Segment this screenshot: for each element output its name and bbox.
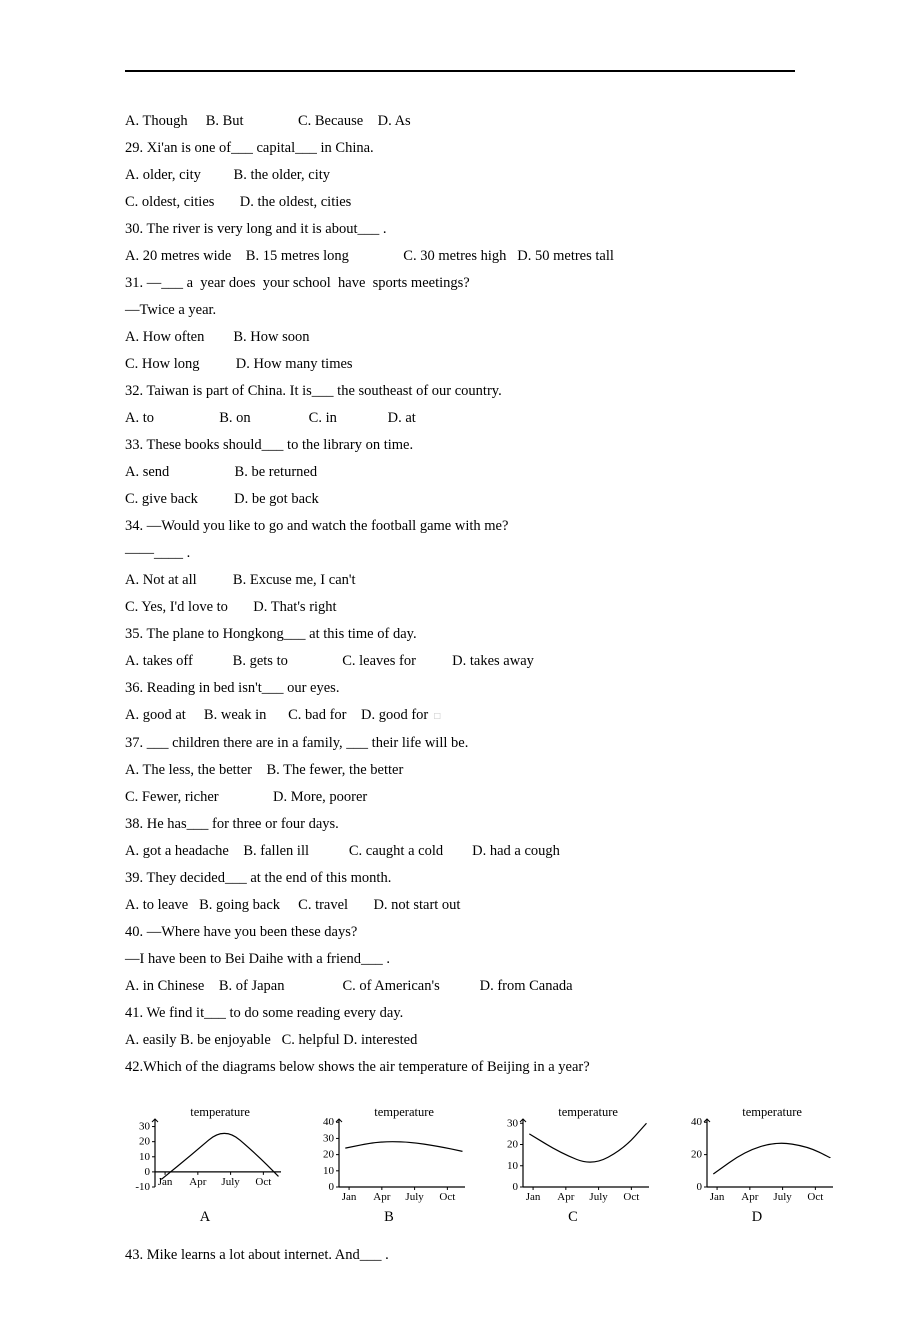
svg-text:10: 10 bbox=[139, 1151, 151, 1163]
q31-text: 31. —___ a year does your school have sp… bbox=[125, 270, 795, 297]
q36-options: A. good at B. weak in C. bad for D. good… bbox=[125, 702, 795, 730]
q34-opts-cd: C. Yes, I'd love to D. That's right bbox=[125, 594, 795, 621]
svg-text:temperature: temperature bbox=[190, 1105, 250, 1119]
q41-options: A. easily B. be enjoyable C. helpful D. … bbox=[125, 1027, 795, 1054]
q38-options: A. got a headache B. fallen ill C. caugh… bbox=[125, 838, 795, 865]
q30-text: 30. The river is very long and it is abo… bbox=[125, 216, 795, 243]
svg-text:40: 40 bbox=[323, 1116, 335, 1128]
q37-opts-ab: A. The less, the better B. The fewer, th… bbox=[125, 757, 795, 784]
svg-text:temperature: temperature bbox=[374, 1105, 434, 1119]
q40-options: A. in Chinese B. of Japan C. of American… bbox=[125, 973, 795, 1000]
svg-text:Jan: Jan bbox=[710, 1191, 725, 1203]
q34-opts-ab: A. Not at all B. Excuse me, I can't bbox=[125, 567, 795, 594]
q38-text: 38. He has___ for three or four days. bbox=[125, 811, 795, 838]
svg-text:Apr: Apr bbox=[741, 1191, 758, 1203]
q42-text: 42.Which of the diagrams below shows the… bbox=[125, 1054, 795, 1081]
q34-text: 34. —Would you like to go and watch the … bbox=[125, 513, 795, 540]
q28-options: A. Though B. But C. Because D. As bbox=[125, 108, 795, 135]
svg-text:10: 10 bbox=[507, 1160, 519, 1172]
page: A. Though B. But C. Because D. As 29. Xi… bbox=[0, 0, 920, 1329]
q36-text: 36. Reading in bed isn't___ our eyes. bbox=[125, 675, 795, 702]
svg-text:July: July bbox=[221, 1176, 240, 1188]
svg-text:July: July bbox=[405, 1191, 424, 1203]
svg-text:40: 40 bbox=[691, 1116, 703, 1128]
q36-options-text: A. good at B. weak in C. bad for D. good… bbox=[125, 707, 428, 723]
q31-reply: —Twice a year. bbox=[125, 297, 795, 324]
chart-c: temperature 0 10 20 30 Jan Apr July Oct C bbox=[493, 1103, 653, 1226]
chart-c-svg: temperature 0 10 20 30 Jan Apr July Oct bbox=[493, 1103, 653, 1203]
q31-opts-ab: A. How often B. How soon bbox=[125, 324, 795, 351]
svg-text:0: 0 bbox=[697, 1181, 703, 1193]
svg-text:20: 20 bbox=[507, 1139, 519, 1151]
chart-d-svg: temperature 0 20 40 Jan Apr July Oct bbox=[677, 1103, 837, 1203]
svg-text:30: 30 bbox=[507, 1117, 519, 1129]
q29-text: 29. Xi'an is one of___ capital___ in Chi… bbox=[125, 135, 795, 162]
q34-reply: ——____ . bbox=[125, 540, 795, 567]
svg-text:-10: -10 bbox=[135, 1181, 150, 1193]
svg-text:Jan: Jan bbox=[158, 1176, 173, 1188]
cursor-marker: □ bbox=[434, 711, 440, 722]
svg-text:Apr: Apr bbox=[557, 1191, 574, 1203]
chart-b-svg: temperature 0 10 20 30 40 Jan Apr July Oct bbox=[309, 1103, 469, 1203]
q35-options: A. takes off B. gets to C. leaves for D.… bbox=[125, 648, 795, 675]
q37-opts-cd: C. Fewer, richer D. More, poorer bbox=[125, 784, 795, 811]
svg-text:0: 0 bbox=[145, 1166, 151, 1178]
svg-text:July: July bbox=[589, 1191, 608, 1203]
chart-b-label: B bbox=[384, 1209, 394, 1226]
chart-a-label: A bbox=[200, 1209, 210, 1226]
chart-a-svg: temperature -10 0 10 20 30 Jan Apr July Oct bbox=[125, 1103, 285, 1203]
svg-text:Oct: Oct bbox=[807, 1191, 823, 1203]
svg-text:Apr: Apr bbox=[189, 1176, 206, 1188]
chart-d-label: D bbox=[752, 1209, 762, 1226]
svg-text:July: July bbox=[773, 1191, 792, 1203]
q41-text: 41. We find it___ to do some reading eve… bbox=[125, 1000, 795, 1027]
top-rule bbox=[125, 70, 795, 72]
q32-options: A. to B. on C. in D. at bbox=[125, 405, 795, 432]
chart-a: temperature -10 0 10 20 30 Jan Apr July Oct A bbox=[125, 1103, 285, 1226]
q31-opts-cd: C. How long D. How many times bbox=[125, 351, 795, 378]
q39-options: A. to leave B. going back C. travel D. n… bbox=[125, 892, 795, 919]
q29-opts-cd: C. oldest, cities D. the oldest, cities bbox=[125, 189, 795, 216]
chart-c-label: C bbox=[568, 1209, 578, 1226]
q39-text: 39. They decided___ at the end of this m… bbox=[125, 865, 795, 892]
q32-text: 32. Taiwan is part of China. It is___ th… bbox=[125, 378, 795, 405]
q35-text: 35. The plane to Hongkong___ at this tim… bbox=[125, 621, 795, 648]
svg-text:0: 0 bbox=[329, 1181, 335, 1193]
svg-text:Oct: Oct bbox=[439, 1191, 455, 1203]
q33-opts-ab: A. send B. be returned bbox=[125, 459, 795, 486]
q30-options: A. 20 metres wide B. 15 metres long C. 3… bbox=[125, 243, 795, 270]
chart-b: temperature 0 10 20 30 40 Jan Apr July Oct B bbox=[309, 1103, 469, 1226]
q40-reply: —I have been to Bei Daihe with a friend_… bbox=[125, 946, 795, 973]
svg-text:Oct: Oct bbox=[255, 1176, 271, 1188]
svg-text:20: 20 bbox=[323, 1149, 335, 1161]
q33-opts-cd: C. give back D. be got back bbox=[125, 486, 795, 513]
svg-text:temperature: temperature bbox=[742, 1105, 802, 1119]
svg-text:Apr: Apr bbox=[373, 1191, 390, 1203]
svg-text:Jan: Jan bbox=[526, 1191, 541, 1203]
svg-text:10: 10 bbox=[323, 1165, 335, 1177]
spacer bbox=[125, 1226, 795, 1242]
q33-text: 33. These books should___ to the library… bbox=[125, 432, 795, 459]
q43-text: 43. Mike learns a lot about internet. An… bbox=[125, 1242, 795, 1269]
svg-text:30: 30 bbox=[139, 1121, 151, 1133]
svg-text:temperature: temperature bbox=[558, 1105, 618, 1119]
q29-opts-ab: A. older, city B. the older, city bbox=[125, 162, 795, 189]
q37-text: 37. ___ children there are in a family, … bbox=[125, 730, 795, 757]
chart-d: temperature 0 20 40 Jan Apr July Oct D bbox=[677, 1103, 837, 1226]
q40-text: 40. —Where have you been these days? bbox=[125, 919, 795, 946]
svg-text:20: 20 bbox=[139, 1136, 151, 1148]
svg-text:30: 30 bbox=[323, 1132, 335, 1144]
svg-text:Jan: Jan bbox=[342, 1191, 357, 1203]
svg-text:0: 0 bbox=[513, 1181, 519, 1193]
svg-text:20: 20 bbox=[691, 1149, 703, 1161]
svg-text:Oct: Oct bbox=[623, 1191, 639, 1203]
charts-row: temperature -10 0 10 20 30 Jan Apr July Oct A tem… bbox=[125, 1103, 795, 1226]
